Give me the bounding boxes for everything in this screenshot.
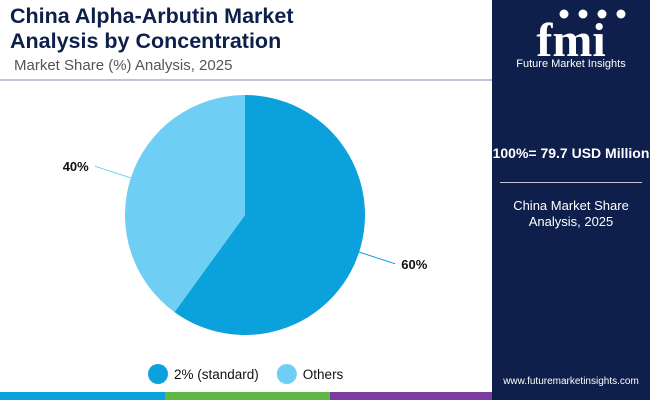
legend-item-1: 2% (standard)	[148, 364, 259, 384]
fmi-logo-icon: fmi	[536, 9, 626, 67]
legend-item-2: Others	[276, 364, 344, 384]
sidebar-caption: China Market Share Analysis, 2025	[513, 198, 629, 229]
pie-slice-1	[174, 95, 365, 335]
sidebar-panel: fmi Future Market Insights 100%= 79.7 US…	[492, 0, 650, 392]
bar-segment-green	[165, 392, 330, 400]
slice-label-1: 60%	[401, 257, 427, 272]
pie-chart-svg: 60% 40% 2% (standard) Others	[63, 95, 428, 384]
chart-title-line-2: Analysis by Concentration	[10, 29, 282, 53]
website-url[interactable]: www.futuremarketinsights.com	[503, 376, 639, 387]
bar-segment-purple	[330, 392, 492, 400]
header-divider	[0, 79, 492, 81]
chart-title: China Alpha-Arbutin Market Analysis by C…	[10, 4, 480, 54]
chart-subtitle: Market Share (%) Analysis, 2025	[14, 57, 233, 74]
sidebar-divider	[500, 182, 642, 183]
legend-swatch-2	[276, 364, 297, 384]
legend-swatch-1	[148, 364, 168, 384]
chart-title-line-1: China Alpha-Arbutin Market	[10, 4, 294, 28]
leader-line-2	[94, 165, 135, 180]
leader-line-1	[355, 250, 396, 265]
market-total-value: 100%= 79.7 USD Million	[492, 145, 650, 161]
fmi-logo-letters: fmi	[536, 14, 605, 67]
legend-label-1: 2% (standard)	[174, 367, 259, 382]
pie-slice-2	[125, 95, 245, 313]
brand-color-bar	[0, 392, 650, 400]
bar-segment-blue	[0, 392, 165, 400]
bar-segment-navy	[492, 392, 650, 400]
slice-label-2: 40%	[63, 159, 89, 174]
brand-name: Future Market Insights	[516, 58, 626, 70]
pie-chart: 60% 40% 2% (standard) Others	[0, 84, 492, 390]
legend-label-2: Others	[303, 367, 344, 382]
